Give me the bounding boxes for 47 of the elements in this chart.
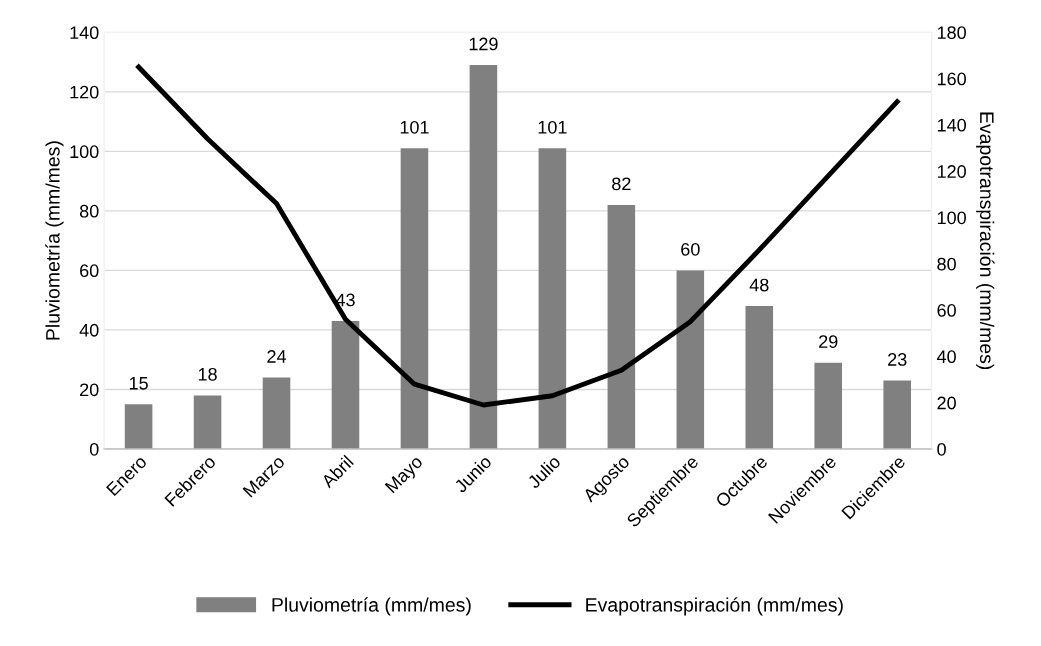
data-label: 101 bbox=[538, 120, 567, 134]
y-tick-label: 140 bbox=[70, 26, 99, 40]
bar bbox=[883, 380, 912, 449]
data-label: 43 bbox=[335, 293, 355, 307]
data-label: 24 bbox=[267, 350, 287, 363]
y2-tick-label: 100 bbox=[937, 211, 966, 225]
y2-tick-label: 140 bbox=[937, 118, 966, 132]
y-tick-label: 60 bbox=[80, 264, 99, 278]
data-label: 82 bbox=[612, 177, 631, 191]
y-tick-label: 100 bbox=[70, 145, 99, 159]
y2-tick-label: 160 bbox=[937, 72, 966, 86]
bar bbox=[745, 306, 774, 449]
y-axis-title: Pluviometría (mm/mes) bbox=[45, 141, 64, 340]
bar bbox=[676, 270, 705, 449]
bar bbox=[400, 148, 429, 449]
data-label: 129 bbox=[469, 37, 498, 51]
data-label: 15 bbox=[129, 377, 148, 390]
y-tick-label: 0 bbox=[89, 442, 99, 456]
bar bbox=[331, 320, 360, 449]
y-tick-label: 80 bbox=[79, 204, 99, 218]
y2-tick-label: 180 bbox=[937, 26, 966, 40]
y2-tick-label: 60 bbox=[937, 304, 956, 317]
data-label: 48 bbox=[749, 278, 769, 292]
bar bbox=[607, 204, 636, 449]
bar bbox=[469, 65, 498, 449]
y2-tick-label: 20 bbox=[937, 396, 956, 410]
data-label: 29 bbox=[819, 335, 838, 348]
y-tick-label: 120 bbox=[70, 85, 99, 99]
x-tick-label: Julio bbox=[526, 454, 562, 490]
bar bbox=[262, 377, 291, 449]
bar bbox=[538, 148, 567, 449]
data-label: 101 bbox=[400, 120, 429, 134]
y2-tick-label: 0 bbox=[937, 442, 946, 456]
legend-label: Pluviometría (mm/mes) bbox=[272, 597, 471, 616]
legend-label: Evapotranspiración (mm/mes) bbox=[586, 597, 843, 616]
data-label: 18 bbox=[198, 367, 217, 381]
y-tick-label: 40 bbox=[79, 323, 99, 337]
bar bbox=[124, 404, 153, 449]
y2-axis-title: Evapotranspiración (mm/mes) bbox=[976, 112, 995, 370]
bar bbox=[814, 362, 843, 449]
y-tick-label: 20 bbox=[80, 383, 99, 397]
y2-tick-label: 120 bbox=[937, 165, 966, 178]
bar bbox=[193, 395, 222, 449]
y2-tick-label: 80 bbox=[937, 257, 956, 271]
data-label: 60 bbox=[681, 242, 700, 256]
data-label: 23 bbox=[888, 353, 907, 366]
y2-tick-label: 40 bbox=[936, 350, 956, 364]
